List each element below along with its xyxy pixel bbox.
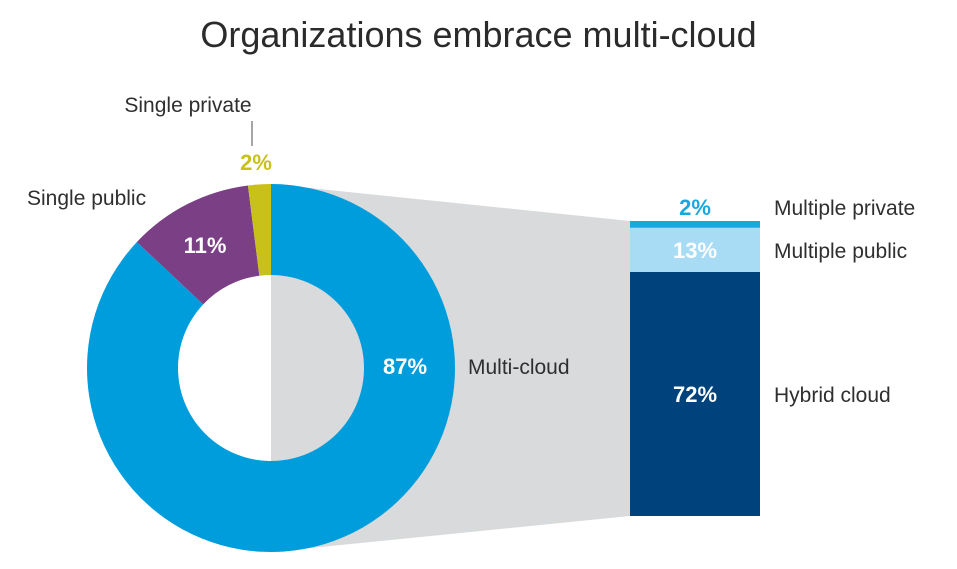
value-label-multiple-private: 2% bbox=[679, 195, 711, 220]
category-label-multiple-private: Multiple private bbox=[774, 197, 915, 220]
category-label-single-public: Single public bbox=[27, 187, 146, 210]
value-label-single-public: 11% bbox=[184, 233, 227, 258]
slice-multi-cloud bbox=[86, 184, 455, 553]
value-label-hybrid-cloud: 72% bbox=[673, 382, 717, 407]
category-label-hybrid-cloud: Hybrid cloud bbox=[774, 384, 891, 407]
slice-single-public bbox=[136, 185, 260, 305]
bar-segment-hybrid-cloud bbox=[630, 271, 760, 516]
donut-chart bbox=[86, 184, 455, 553]
value-label-single-private: 2% bbox=[240, 150, 272, 175]
category-label-multiple-public: Multiple public bbox=[774, 240, 907, 263]
stacked-bar-chart bbox=[630, 221, 760, 516]
value-label-multiple-public: 13% bbox=[673, 238, 717, 263]
category-label-single-private: Single private bbox=[124, 94, 251, 117]
category-label-multi-cloud: Multi-cloud bbox=[468, 356, 570, 379]
chart-title: Organizations embrace multi-cloud bbox=[200, 14, 757, 55]
value-label-multi-cloud: 87% bbox=[383, 354, 427, 379]
bar-segment-multiple-public bbox=[630, 227, 760, 272]
chart-labels: 87% Multi-cloud 11% Single public 2% Single p… bbox=[27, 94, 915, 407]
bar-segment-multiple-private bbox=[630, 221, 760, 228]
slice-single-private bbox=[247, 184, 271, 276]
